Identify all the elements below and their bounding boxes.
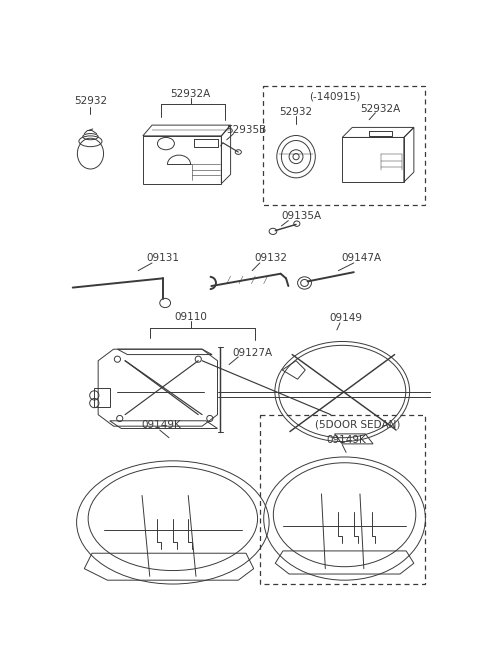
Text: 52932: 52932 <box>74 96 107 106</box>
Text: 52935B: 52935B <box>226 125 266 135</box>
Text: 09149: 09149 <box>330 313 362 323</box>
Text: 52932A: 52932A <box>170 88 211 98</box>
Text: 09135A: 09135A <box>281 211 322 221</box>
Text: (-140915): (-140915) <box>309 92 360 102</box>
Text: 09132: 09132 <box>254 254 287 264</box>
Text: 09149K: 09149K <box>142 420 181 430</box>
Text: 09127A: 09127A <box>232 348 272 358</box>
Text: 09147A: 09147A <box>341 254 382 264</box>
Text: 52932: 52932 <box>279 107 312 117</box>
Text: 09131: 09131 <box>146 254 180 264</box>
Text: 09110: 09110 <box>174 312 207 322</box>
Text: 09149K: 09149K <box>326 435 366 445</box>
Text: 52932A: 52932A <box>360 104 401 114</box>
Text: (5DOOR SEDAN): (5DOOR SEDAN) <box>315 420 401 430</box>
